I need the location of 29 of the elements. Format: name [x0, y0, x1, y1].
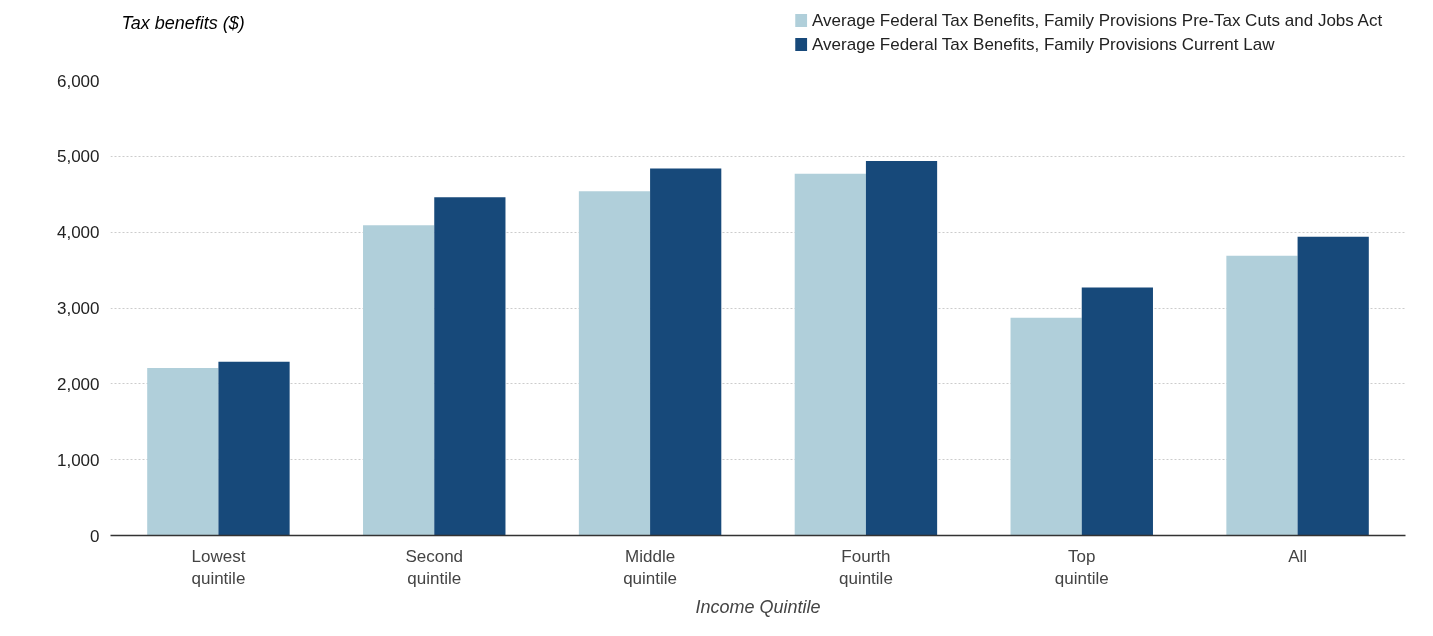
bar: [1010, 317, 1082, 536]
bar: [1297, 236, 1369, 536]
y-tick-label: 6,000: [56, 71, 100, 91]
legend-label: Average Federal Tax Benefits, Family Provisions Current Law: [812, 35, 1276, 54]
y-tick-label: 3,000: [56, 299, 100, 318]
bar: [1081, 287, 1153, 536]
bar: [434, 197, 506, 536]
y-axis-title: Tax benefits ($): [121, 12, 245, 33]
x-axis-title: Income Quintile: [695, 597, 821, 618]
bar: [147, 367, 219, 536]
y-tick-label: 5,000: [56, 147, 100, 167]
x-tick-label: Fourth quintile: [838, 546, 893, 589]
x-tick-label: Top quintile: [1054, 546, 1109, 589]
x-tick-label: Middle quintile: [623, 546, 678, 589]
bar: [794, 173, 866, 536]
x-tick-label: Second quintile: [405, 546, 464, 589]
bar: [363, 225, 435, 536]
bar: [218, 361, 290, 536]
bar: [650, 168, 722, 536]
bar: [578, 191, 651, 536]
legend-label: Average Federal Tax Benefits, Family Provisions Pre-Tax Cuts and Jobs Act: [812, 11, 1383, 30]
y-tick-label: 2,000: [56, 374, 100, 394]
x-tick-label: All: [1288, 546, 1308, 566]
bar: [1226, 255, 1298, 536]
y-tick-label: 1,000: [56, 450, 100, 470]
x-tick-label: Lowest quintile: [191, 546, 246, 589]
y-tick-label: 0: [90, 526, 100, 546]
y-tick-label: 4,000: [56, 223, 100, 243]
bar: [865, 160, 938, 536]
